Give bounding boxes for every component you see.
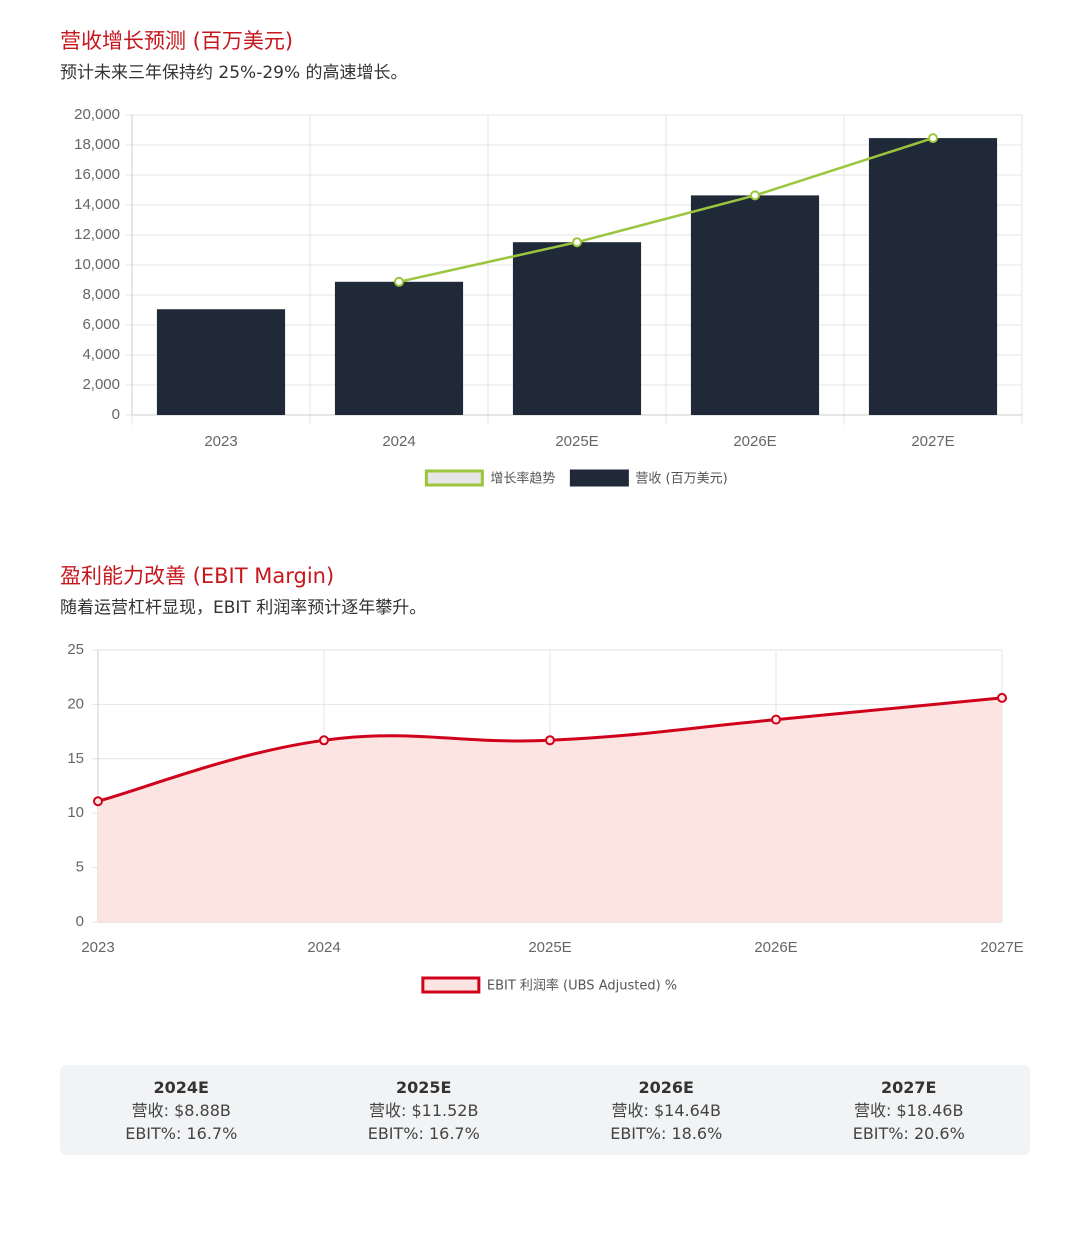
chart-subtitle: 预计未来三年保持约 25%-29% 的高速增长。 [60, 63, 408, 83]
chart-title: 盈利能力改善 (EBIT Margin) [60, 564, 334, 588]
legend-item: EBIT 利润率 (UBS Adjusted) % [421, 976, 677, 994]
y-tick-label: 18,000 [74, 136, 120, 153]
legend-swatch [421, 976, 481, 994]
y-tick-label: 10,000 [74, 256, 120, 273]
y-tick-label: 25 [67, 641, 84, 658]
legend-swatch [569, 469, 629, 487]
x-tick-label: 2023 [204, 433, 237, 450]
summary-year: 2024E [153, 1077, 209, 1097]
charts: 营收增长预测 (百万美元) 预计未来三年保持约 25%-29% 的高速增长。 0 2,… [60, 29, 1024, 994]
bar [690, 195, 820, 415]
summary-card: 2024E 营收: $8.88B EBIT%: 16.7% [60, 1076, 303, 1145]
x-tick-label: 2025E [528, 939, 571, 956]
x-tick-label: 2025E [555, 433, 598, 450]
summary-ebit: EBIT%: 20.6% [852, 1123, 965, 1143]
y-tick-label: 10 [67, 804, 84, 821]
bar [512, 242, 642, 415]
legend-label: 营收 (百万美元) [635, 472, 727, 487]
bar [868, 138, 998, 415]
legend-item: 营收 (百万美元) [569, 469, 728, 487]
x-tick-label: 2027E [980, 939, 1023, 956]
point [750, 190, 760, 201]
summary-revenue: 营收: $18.46B [854, 1100, 964, 1120]
point [572, 237, 582, 248]
x-tick-label: 2024 [382, 433, 415, 450]
point [771, 714, 781, 725]
summary-card: 2026E 营收: $14.64B EBIT%: 18.6% [545, 1076, 788, 1145]
summary-year: 2026E [638, 1077, 694, 1097]
legend-item: 增长率趋势 [424, 469, 555, 487]
y-tick-label: 5 [76, 859, 84, 876]
y-tick-label: 16,000 [74, 166, 120, 183]
summary-ebit: EBIT%: 18.6% [610, 1123, 723, 1143]
bar [334, 281, 464, 415]
legend-label: EBIT 利润率 (UBS Adjusted) % [487, 978, 677, 994]
legend: 增长率趋势 营收 (百万美元) [424, 469, 728, 487]
y-tick-label: 2,000 [82, 376, 120, 393]
y-tick-label: 20 [67, 695, 84, 712]
x-tick-label: 2026E [733, 433, 776, 450]
summary-revenue: 营收: $14.64B [611, 1100, 721, 1120]
summary-card: 2027E 营收: $18.46B EBIT%: 20.6% [788, 1076, 1031, 1145]
summary-panel: 2024E 营收: $8.88B EBIT%: 16.7% 2025E 营收: $11.… [60, 1065, 1030, 1155]
point [93, 796, 103, 807]
summary-ebit: EBIT%: 16.7% [125, 1123, 238, 1143]
y-tick-label: 0 [112, 406, 120, 423]
chart-title: 营收增长预测 (百万美元) [60, 29, 293, 53]
area [98, 697, 1002, 922]
x-tick-label: 2023 [81, 939, 114, 956]
y-tick-label: 14,000 [74, 196, 120, 213]
legend: EBIT 利润率 (UBS Adjusted) % [421, 976, 677, 994]
x-tick-label: 2027E [911, 433, 954, 450]
bar [156, 309, 286, 415]
point [319, 735, 329, 746]
y-tick-label: 15 [67, 750, 84, 767]
line [398, 136, 934, 284]
legend-swatch [424, 469, 484, 487]
y-tick-label: 20,000 [74, 106, 120, 123]
y-tick-label: 12,000 [74, 226, 120, 243]
x-tick-label: 2024 [307, 939, 340, 956]
point [997, 692, 1007, 703]
chart-subtitle: 随着运营杠杆显现，EBIT 利润率预计逐年攀升。 [60, 598, 426, 618]
summary-ebit: EBIT%: 16.7% [367, 1123, 480, 1143]
summary-revenue: 营收: $11.52B [369, 1100, 479, 1120]
summary-card: 2025E 营收: $11.52B EBIT%: 16.7% [303, 1076, 546, 1145]
point [545, 735, 555, 746]
y-tick-label: 4,000 [82, 346, 120, 363]
point [394, 276, 404, 287]
summary-year: 2027E [881, 1077, 937, 1097]
y-tick-label: 0 [76, 913, 84, 930]
point [928, 133, 938, 144]
summary-revenue: 营收: $8.88B [131, 1100, 231, 1120]
x-tick-label: 2026E [754, 939, 797, 956]
summary-year: 2025E [396, 1077, 452, 1097]
y-tick-label: 6,000 [82, 316, 120, 333]
y-tick-label: 8,000 [82, 286, 120, 303]
legend-label: 增长率趋势 [490, 471, 555, 487]
